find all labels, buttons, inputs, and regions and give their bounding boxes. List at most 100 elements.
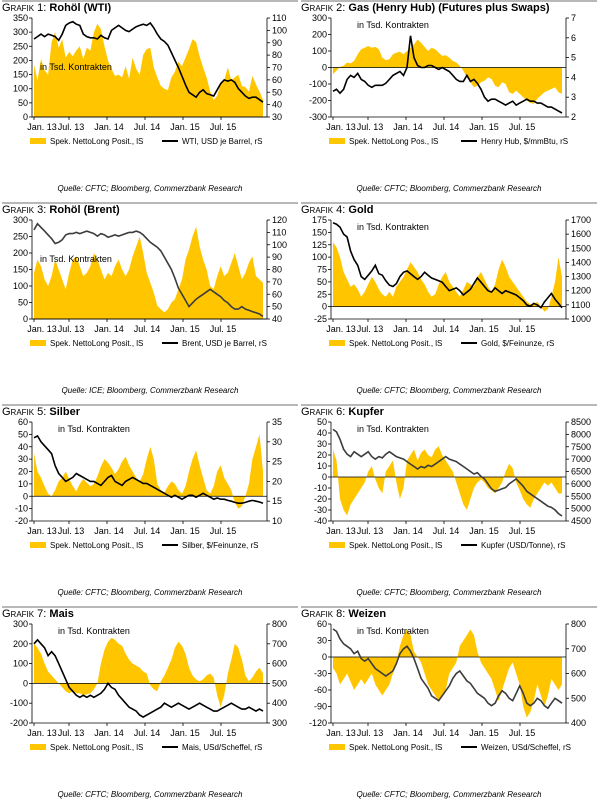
left-tick-label: -200 — [309, 96, 327, 106]
left-tick-label: 350 — [13, 13, 28, 23]
x-tick-label: Jan. 14 — [393, 728, 423, 738]
line-series — [33, 20, 264, 103]
left-tick-label: -100 — [10, 698, 28, 708]
chart-label: Grafik 6: — [301, 406, 349, 418]
right-tick-label: 1200 — [571, 286, 591, 296]
legend-label-area: Spek. NettoLong Posit., lS — [50, 541, 143, 550]
chart-label: Grafik 1: — [2, 2, 50, 14]
left-tick-label: -20 — [15, 516, 28, 526]
left-tick-label: 0 — [23, 678, 28, 688]
panel-divider — [301, 606, 597, 608]
left-tick-label: -10 — [15, 504, 28, 514]
chart-svg: -25 0 25 50 75 100 125 150 175 1000 1100 1200 1300 14… — [312, 215, 591, 348]
chart-title: Grafik 2: Gas (Henry Hub) (Futures plus … — [301, 2, 550, 14]
left-tick-label: 100 — [312, 46, 327, 56]
x-tick-label: Jul. 15 — [210, 526, 237, 536]
chart-source: Quelle: CFTC; Bloomberg, Commerzbank Res… — [356, 588, 542, 597]
right-tick-label: 25 — [272, 457, 282, 467]
chart-label: Grafik 5: — [2, 406, 50, 418]
legend-label-line: Weizen, USd/Scheffel, rS — [481, 743, 571, 752]
x-tick-label: Jul. 14 — [433, 122, 460, 132]
x-tick-label: Jan. 13 — [27, 122, 57, 132]
chart-svg: -200 -100 0 100 200 300 300 400 500 600 700 800 Jan.… — [10, 619, 287, 752]
right-tick-label: 6500 — [571, 467, 591, 477]
chart-name: Rohöl (Brent) — [49, 204, 120, 216]
left-tick-label: 50 — [317, 417, 327, 427]
chart-label: Grafik 8: — [301, 608, 349, 620]
left-tick-label: 150 — [312, 227, 327, 237]
legend-swatch-area — [329, 744, 345, 750]
right-tick-label: 100 — [272, 25, 287, 35]
chart-name: Gas (Henry Hub) (Futures plus Swaps) — [348, 2, 550, 14]
right-tick-label: 600 — [571, 669, 586, 679]
right-tick-label: 1100 — [571, 300, 590, 310]
legend-swatch-area — [329, 138, 345, 144]
legend-label-area: Spek. NettoLong Posit., lS — [50, 339, 143, 348]
line-series — [332, 222, 563, 309]
right-tick-label: 8000 — [571, 429, 591, 439]
x-tick-label: Jan. 13 — [326, 324, 356, 334]
chart-svg: 0 50 100 150 200 250 300 40 50 60 70 80 90 100 110 120 J… — [13, 215, 287, 348]
left-tick-label: -25 — [314, 314, 327, 324]
x-tick-label: Jul. 15 — [509, 728, 536, 738]
panel-divider — [301, 404, 597, 406]
right-tick-label: 30 — [272, 112, 282, 122]
x-tick-label: Jan. 15 — [469, 324, 499, 334]
chart-label: Grafik 2: — [301, 2, 349, 14]
x-tick-label: Jul. 14 — [134, 122, 161, 132]
chart-label: Grafik 3: — [2, 204, 50, 216]
left-tick-label: 0 — [23, 112, 28, 122]
chart-source: Quelle: CFTC; Bloomberg, Commerzbank Res… — [57, 588, 243, 597]
right-tick-label: 80 — [272, 265, 282, 275]
chart-annotation: in Tsd. Kontrakten — [357, 222, 429, 232]
x-tick-label: Jul. 14 — [433, 324, 460, 334]
chart-title: Grafik 7: Mais — [2, 608, 74, 620]
chart-name: Weizen — [348, 608, 387, 620]
left-tick-label: 200 — [312, 30, 327, 40]
x-tick-label: Jan. 14 — [94, 122, 124, 132]
left-tick-label: 300 — [13, 619, 28, 629]
panel-divider — [2, 0, 298, 2]
chart-source: Quelle: CFTC; Bloomberg, Commerzbank Res… — [356, 386, 542, 395]
right-tick-label: 300 — [272, 718, 287, 728]
line-series — [33, 434, 264, 504]
x-tick-label: Jul. 14 — [134, 728, 161, 738]
legend-label-line: WTI, USD je Barrel, rS — [182, 137, 262, 146]
legend-label-area: Spek. NettoLong Posit., lS — [349, 339, 442, 348]
left-tick-label: 20 — [18, 467, 28, 477]
legend-label-area: Spek. NettoLong Posit., lS — [50, 743, 143, 752]
chart-title: Grafik 1: Rohöl (WTI) — [2, 2, 111, 14]
legend-label-area: Spek. NettoLong Pos., lS — [349, 137, 438, 146]
right-tick-label: 500 — [571, 693, 586, 703]
legend-label-line: Gold, $/Feinunze, rS — [481, 339, 554, 348]
x-tick-label: Jul. 13 — [357, 526, 384, 536]
right-tick-label: 800 — [571, 619, 586, 629]
right-tick-label: 600 — [272, 659, 287, 669]
left-tick-label: 250 — [13, 232, 28, 242]
x-tick-label: Jul. 15 — [210, 324, 237, 334]
left-tick-label: -60 — [314, 685, 327, 695]
chart-label: Grafik 7: — [2, 608, 50, 620]
legend-label-area: Spek. NettoLong Posit., lS — [349, 541, 442, 550]
left-tick-label: 0 — [322, 63, 327, 73]
line-series — [332, 428, 563, 517]
chart-annotation: in Tsd. Kontrakten — [357, 20, 429, 30]
chart-source: Quelle: CFTC; Bloomberg, Commerzbank Res… — [57, 790, 243, 799]
left-tick-label: 10 — [18, 479, 28, 489]
x-tick-label: Jan. 15 — [170, 728, 200, 738]
left-tick-label: 40 — [317, 428, 327, 438]
chart-panel-mais: Grafik 7: Mais -200 -100 0 100 200 300 300 400 50… — [2, 606, 298, 806]
right-tick-label: 5 — [571, 53, 576, 63]
x-tick-label: Jan. 15 — [469, 122, 499, 132]
right-tick-label: 1000 — [571, 314, 591, 324]
right-tick-label: 30 — [272, 437, 282, 447]
x-tick-label: Jan. 14 — [94, 728, 124, 738]
x-tick-label: Jan. 15 — [469, 526, 499, 536]
chart-name: Kupfer — [348, 406, 384, 418]
right-tick-label: 40 — [272, 314, 282, 324]
left-tick-label: 150 — [13, 265, 28, 275]
chart-annotation: in Tsd. Kontrakten — [357, 626, 429, 636]
right-tick-label: 4500 — [571, 516, 591, 526]
x-tick-label: Jan. 15 — [170, 122, 200, 132]
x-tick-label: Jul. 13 — [58, 526, 85, 536]
